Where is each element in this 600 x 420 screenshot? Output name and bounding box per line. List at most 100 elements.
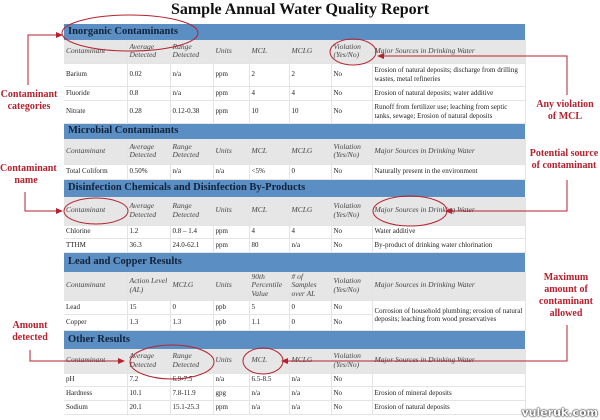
column-header-row: Contaminant Average Detected Range Detecte… — [64, 139, 526, 165]
table-cell: Erosion of natural deposits — [372, 400, 526, 415]
annotation-amount: Amount detected — [12, 320, 48, 343]
table-cell: 0 — [289, 300, 332, 315]
arrow-line — [29, 350, 120, 362]
table-cell: 15 — [127, 300, 171, 315]
highlight-ellipse — [329, 38, 377, 66]
table-cell: Naturally present in the environment — [372, 164, 526, 180]
table-cell: No — [331, 100, 373, 124]
column-header: Violation (Yes/No) — [331, 272, 373, 301]
table-cell: 0.28 — [127, 100, 171, 124]
table-cell: No — [331, 373, 373, 387]
table-row: Fluoride 0.8 n/a ppm 4 4 No Erosion of natural … — [64, 86, 526, 101]
column-header: Violation (Yes/No) — [331, 197, 373, 226]
arrow-line — [450, 180, 568, 212]
column-header: Violation (Yes/No) — [331, 40, 373, 64]
section-title: Lead and Copper Results — [64, 252, 526, 272]
table-cell: No — [331, 386, 373, 401]
table-cell: 5 — [249, 300, 290, 315]
table-cell: Fluoride — [64, 86, 128, 101]
annotation-name: Contaminant name — [0, 163, 57, 186]
table-cell: 1.1 — [249, 314, 290, 331]
table-cell: 1.3 — [127, 314, 171, 331]
table-cell: 0.50% — [127, 164, 171, 180]
table-row: Barium 0.02 n/a ppm 2 2 No Erosion of natural d… — [64, 63, 526, 87]
column-header-row: Contaminant Action Level (AL) MCLG Units 90t… — [64, 272, 526, 301]
table-cell: Barium — [64, 63, 128, 87]
column-header: Contaminant — [64, 40, 128, 64]
table-cell: n/a — [289, 400, 332, 415]
column-header: # of Samples over AL — [289, 272, 332, 301]
section-header: Inorganic Contaminants — [64, 24, 526, 40]
section-header: Lead and Copper Results — [64, 252, 526, 272]
watermark: vuleruk.com — [521, 406, 598, 419]
column-header: Contaminant — [64, 272, 128, 301]
table-cell: n/a — [289, 238, 332, 253]
column-header: Range Detected — [170, 40, 214, 64]
column-header-row: Contaminant Average Detected Range Detecte… — [64, 40, 526, 64]
column-header: Average Detected — [127, 139, 171, 165]
column-header: Units — [213, 40, 250, 64]
column-header: Major Sources in Drinking Water — [372, 40, 526, 64]
table-cell: gpg — [213, 386, 250, 401]
table-cell: n/a — [170, 63, 214, 87]
arrowhead-icon — [281, 358, 288, 364]
section-header: Disinfection Chemicals and Disinfection … — [64, 179, 526, 197]
column-header: MCL — [249, 197, 290, 226]
highlight-ellipse — [372, 195, 448, 227]
table-cell: 0 — [289, 314, 332, 331]
table-cell: TTHM — [64, 238, 128, 253]
highlight-ellipse — [61, 14, 199, 52]
table-cell: ppm — [213, 400, 250, 415]
table-cell: n/a — [213, 373, 250, 387]
arrow-line — [382, 55, 568, 95]
table-cell: 6.9-7.5 — [170, 373, 214, 387]
section-title: Microbial Contaminants — [64, 123, 526, 139]
column-header: Contaminant — [64, 139, 128, 165]
table-cell: 4 — [289, 86, 332, 101]
section-title: Inorganic Contaminants — [64, 24, 526, 40]
table-cell: No — [331, 238, 373, 253]
table-cell: Sodium — [64, 400, 128, 415]
arrow-line — [286, 325, 568, 362]
table-cell: ppb — [213, 314, 250, 331]
column-header: Range Detected — [170, 349, 214, 374]
table-row: Total Coliform 0.50% n/a n/a <5% 0 No Naturally… — [64, 164, 526, 180]
table-cell: Lead — [64, 300, 128, 315]
annotation-violation: Any violation of MCL — [536, 99, 594, 122]
arrow-line — [24, 192, 58, 212]
table-cell: n/a — [213, 164, 250, 180]
table-cell: Chlorine — [64, 225, 128, 239]
highlight-ellipse — [242, 347, 284, 375]
table-cell: ppm — [213, 86, 250, 101]
table-cell: 24.0-62.1 — [170, 238, 214, 253]
column-header: MCL — [249, 40, 290, 64]
arrowhead-icon — [56, 32, 63, 38]
highlight-ellipse — [129, 344, 215, 380]
table-row: Sodium 20.1 15.1-25.3 ppm n/a n/a No Erosion of… — [64, 400, 526, 415]
table-cell: n/a — [289, 373, 332, 387]
table-cell: Erosion of mineral deposits — [372, 386, 526, 401]
table-cell: No — [331, 225, 373, 239]
table-cell: n/a — [249, 400, 290, 415]
table-cell: 4 — [249, 225, 290, 239]
table-cell: 0.8 – 1.4 — [170, 225, 214, 239]
table-cell: 7.8-11.9 — [170, 386, 214, 401]
column-header: Units — [213, 139, 250, 165]
table-cell: 0 — [170, 300, 214, 315]
column-header: MCLG — [289, 40, 332, 64]
arrowhead-icon — [377, 53, 384, 59]
column-header: Violation (Yes/No) — [331, 139, 373, 165]
table-cell: No — [331, 63, 373, 87]
table-cell: <5% — [249, 164, 290, 180]
column-header: 90th Percentile Value — [249, 272, 290, 301]
table-cell: 20.1 — [127, 400, 171, 415]
table-cell: Erosion of natural deposits; water addit… — [372, 86, 526, 101]
column-header: Major Sources in Drinking Water — [372, 139, 526, 165]
table-cell: 2 — [289, 63, 332, 87]
table-cell: 0 — [289, 164, 332, 180]
table-row: Lead 15 0 ppb 5 0 No Corrosion of household plu… — [64, 300, 526, 331]
table-cell: Runoff from fertilizer use; leaching fro… — [372, 100, 526, 124]
table-cell: 0.8 — [127, 86, 171, 101]
section-header: Other Results — [64, 330, 526, 349]
highlight-ellipse — [63, 197, 129, 225]
